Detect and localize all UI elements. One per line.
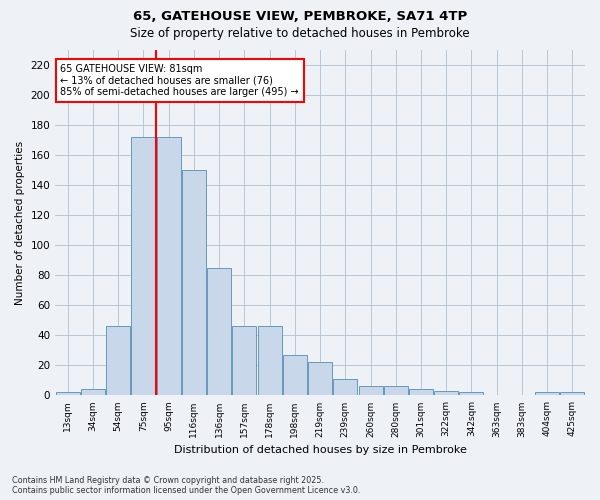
Bar: [131, 137, 155, 396]
Bar: [283, 355, 307, 396]
Y-axis label: Number of detached properties: Number of detached properties: [15, 140, 25, 305]
Text: 65 GATEHOUSE VIEW: 81sqm
← 13% of detached houses are smaller (76)
85% of semi-d: 65 GATEHOUSE VIEW: 81sqm ← 13% of detach…: [61, 64, 299, 97]
Bar: [409, 390, 433, 396]
Bar: [359, 386, 383, 396]
Text: 65, GATEHOUSE VIEW, PEMBROKE, SA71 4TP: 65, GATEHOUSE VIEW, PEMBROKE, SA71 4TP: [133, 10, 467, 23]
Bar: [434, 391, 458, 396]
Bar: [257, 326, 281, 396]
Text: Size of property relative to detached houses in Pembroke: Size of property relative to detached ho…: [130, 28, 470, 40]
Bar: [81, 390, 105, 396]
Bar: [535, 392, 559, 396]
Bar: [106, 326, 130, 396]
Bar: [560, 392, 584, 396]
Bar: [157, 137, 181, 396]
Bar: [56, 392, 80, 396]
Bar: [308, 362, 332, 396]
Bar: [460, 392, 484, 396]
Bar: [334, 379, 357, 396]
Bar: [207, 268, 231, 396]
Text: Contains HM Land Registry data © Crown copyright and database right 2025.
Contai: Contains HM Land Registry data © Crown c…: [12, 476, 361, 495]
Bar: [232, 326, 256, 396]
X-axis label: Distribution of detached houses by size in Pembroke: Distribution of detached houses by size …: [173, 445, 467, 455]
Bar: [384, 386, 408, 396]
Bar: [182, 170, 206, 396]
